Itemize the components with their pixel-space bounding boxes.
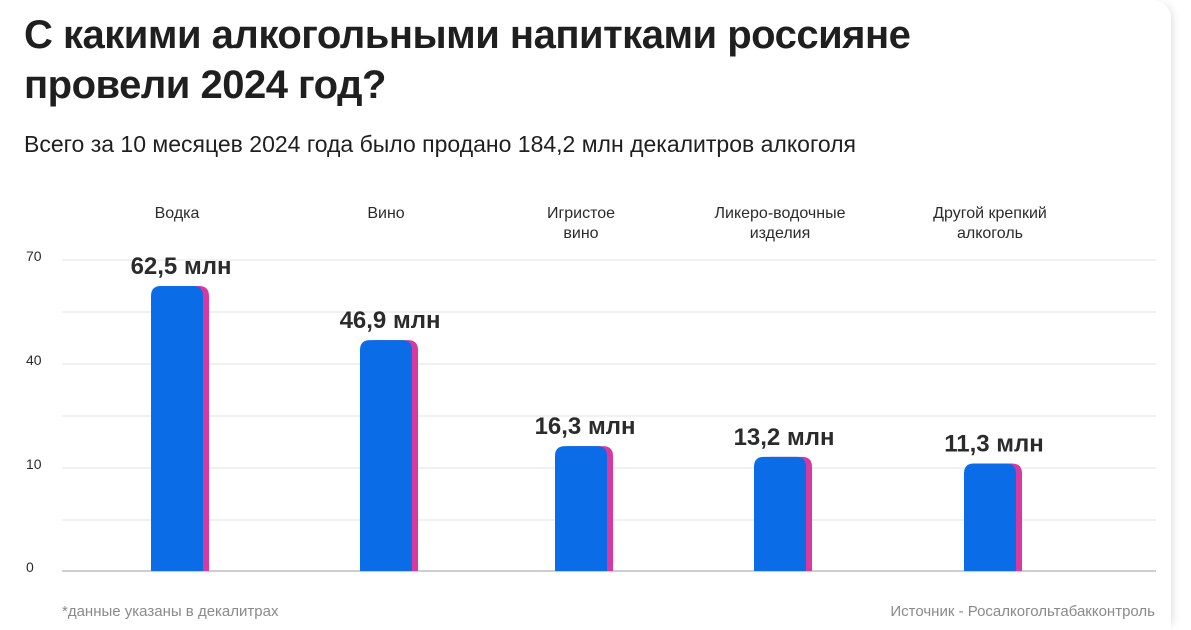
chart-title: С какими алкогольными напитками россияне… <box>24 13 911 107</box>
bar-5 <box>964 463 1016 571</box>
data-label: 16,3 млн <box>535 413 636 440</box>
data-label: 13,2 млн <box>734 424 835 451</box>
data-label: 11,3 млн <box>944 430 1044 457</box>
y-tick-label: 0 <box>26 559 34 575</box>
bar-2 <box>360 340 412 571</box>
y-tick-label: 40 <box>26 352 42 368</box>
category-label: Другой крепкий алкоголь <box>933 205 1047 242</box>
bar-3 <box>555 446 607 571</box>
category-label: Игристое вино <box>546 205 616 242</box>
data-label: 46,9 млн <box>340 307 441 334</box>
category-label: Водка <box>154 205 200 222</box>
chart-subtitle: Всего за 10 месяцев 2024 года было прода… <box>24 131 856 157</box>
y-tick-label: 70 <box>26 248 42 264</box>
y-tick-label: 10 <box>26 456 42 472</box>
bar-4 <box>754 456 806 571</box>
bar-1 <box>151 286 203 571</box>
source-note: Источник - Росалкогольтабакконтроль <box>890 603 1155 620</box>
data-label: 62,5 млн <box>131 253 232 280</box>
category-label: Вино <box>367 205 405 222</box>
footnote: *данные указаны в декалитрах <box>62 603 279 620</box>
category-label: Ликеро-водочные изделия <box>714 205 846 242</box>
